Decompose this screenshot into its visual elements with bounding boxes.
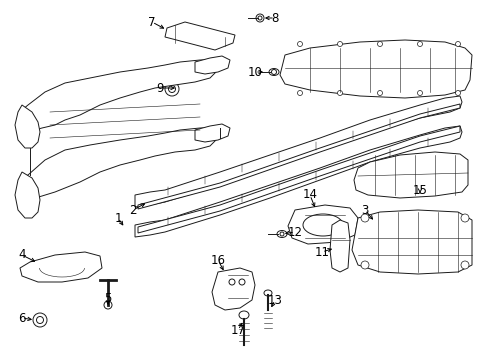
Circle shape: [256, 14, 264, 22]
Circle shape: [461, 261, 469, 269]
Ellipse shape: [269, 68, 279, 76]
Polygon shape: [352, 210, 472, 274]
Circle shape: [377, 90, 383, 95]
Text: 5: 5: [104, 292, 112, 305]
Circle shape: [338, 90, 343, 95]
Circle shape: [461, 214, 469, 222]
Polygon shape: [22, 128, 218, 198]
Text: 17: 17: [230, 324, 245, 337]
Ellipse shape: [303, 214, 343, 236]
Circle shape: [361, 261, 369, 269]
Polygon shape: [195, 56, 230, 74]
Text: 1: 1: [114, 211, 122, 225]
Polygon shape: [165, 22, 235, 50]
Text: 12: 12: [288, 225, 302, 238]
Circle shape: [338, 41, 343, 46]
Text: 3: 3: [361, 203, 368, 216]
Polygon shape: [138, 126, 460, 233]
Circle shape: [258, 16, 262, 20]
Text: 8: 8: [271, 12, 279, 24]
Circle shape: [297, 90, 302, 95]
Polygon shape: [288, 205, 358, 244]
Text: 4: 4: [18, 248, 26, 261]
Circle shape: [417, 90, 422, 95]
Text: 7: 7: [148, 15, 156, 28]
Circle shape: [280, 232, 284, 236]
Circle shape: [417, 41, 422, 46]
Circle shape: [36, 316, 44, 324]
Polygon shape: [22, 60, 218, 130]
Text: 14: 14: [302, 189, 318, 202]
Polygon shape: [20, 252, 102, 282]
Ellipse shape: [264, 290, 272, 296]
Circle shape: [361, 214, 369, 222]
Text: 6: 6: [18, 311, 26, 324]
Ellipse shape: [239, 311, 249, 319]
Circle shape: [169, 85, 175, 93]
Circle shape: [297, 41, 302, 46]
Text: 16: 16: [211, 253, 225, 266]
Circle shape: [229, 279, 235, 285]
Polygon shape: [135, 96, 462, 207]
Text: 11: 11: [315, 246, 329, 258]
Circle shape: [165, 82, 179, 96]
Circle shape: [456, 41, 461, 46]
Circle shape: [271, 69, 276, 75]
Circle shape: [377, 41, 383, 46]
Polygon shape: [135, 126, 462, 237]
Polygon shape: [212, 268, 255, 310]
Circle shape: [239, 279, 245, 285]
Polygon shape: [15, 105, 40, 148]
Text: 9: 9: [156, 81, 164, 94]
Polygon shape: [330, 220, 350, 272]
Ellipse shape: [277, 230, 287, 238]
Polygon shape: [138, 104, 460, 209]
Circle shape: [104, 301, 112, 309]
Polygon shape: [280, 40, 472, 98]
Text: 10: 10: [247, 66, 263, 78]
Polygon shape: [354, 152, 468, 198]
Text: 13: 13: [268, 293, 282, 306]
Circle shape: [456, 90, 461, 95]
Circle shape: [33, 313, 47, 327]
Polygon shape: [195, 124, 230, 142]
Polygon shape: [15, 172, 40, 218]
Text: 2: 2: [129, 203, 137, 216]
Text: 15: 15: [413, 184, 427, 197]
